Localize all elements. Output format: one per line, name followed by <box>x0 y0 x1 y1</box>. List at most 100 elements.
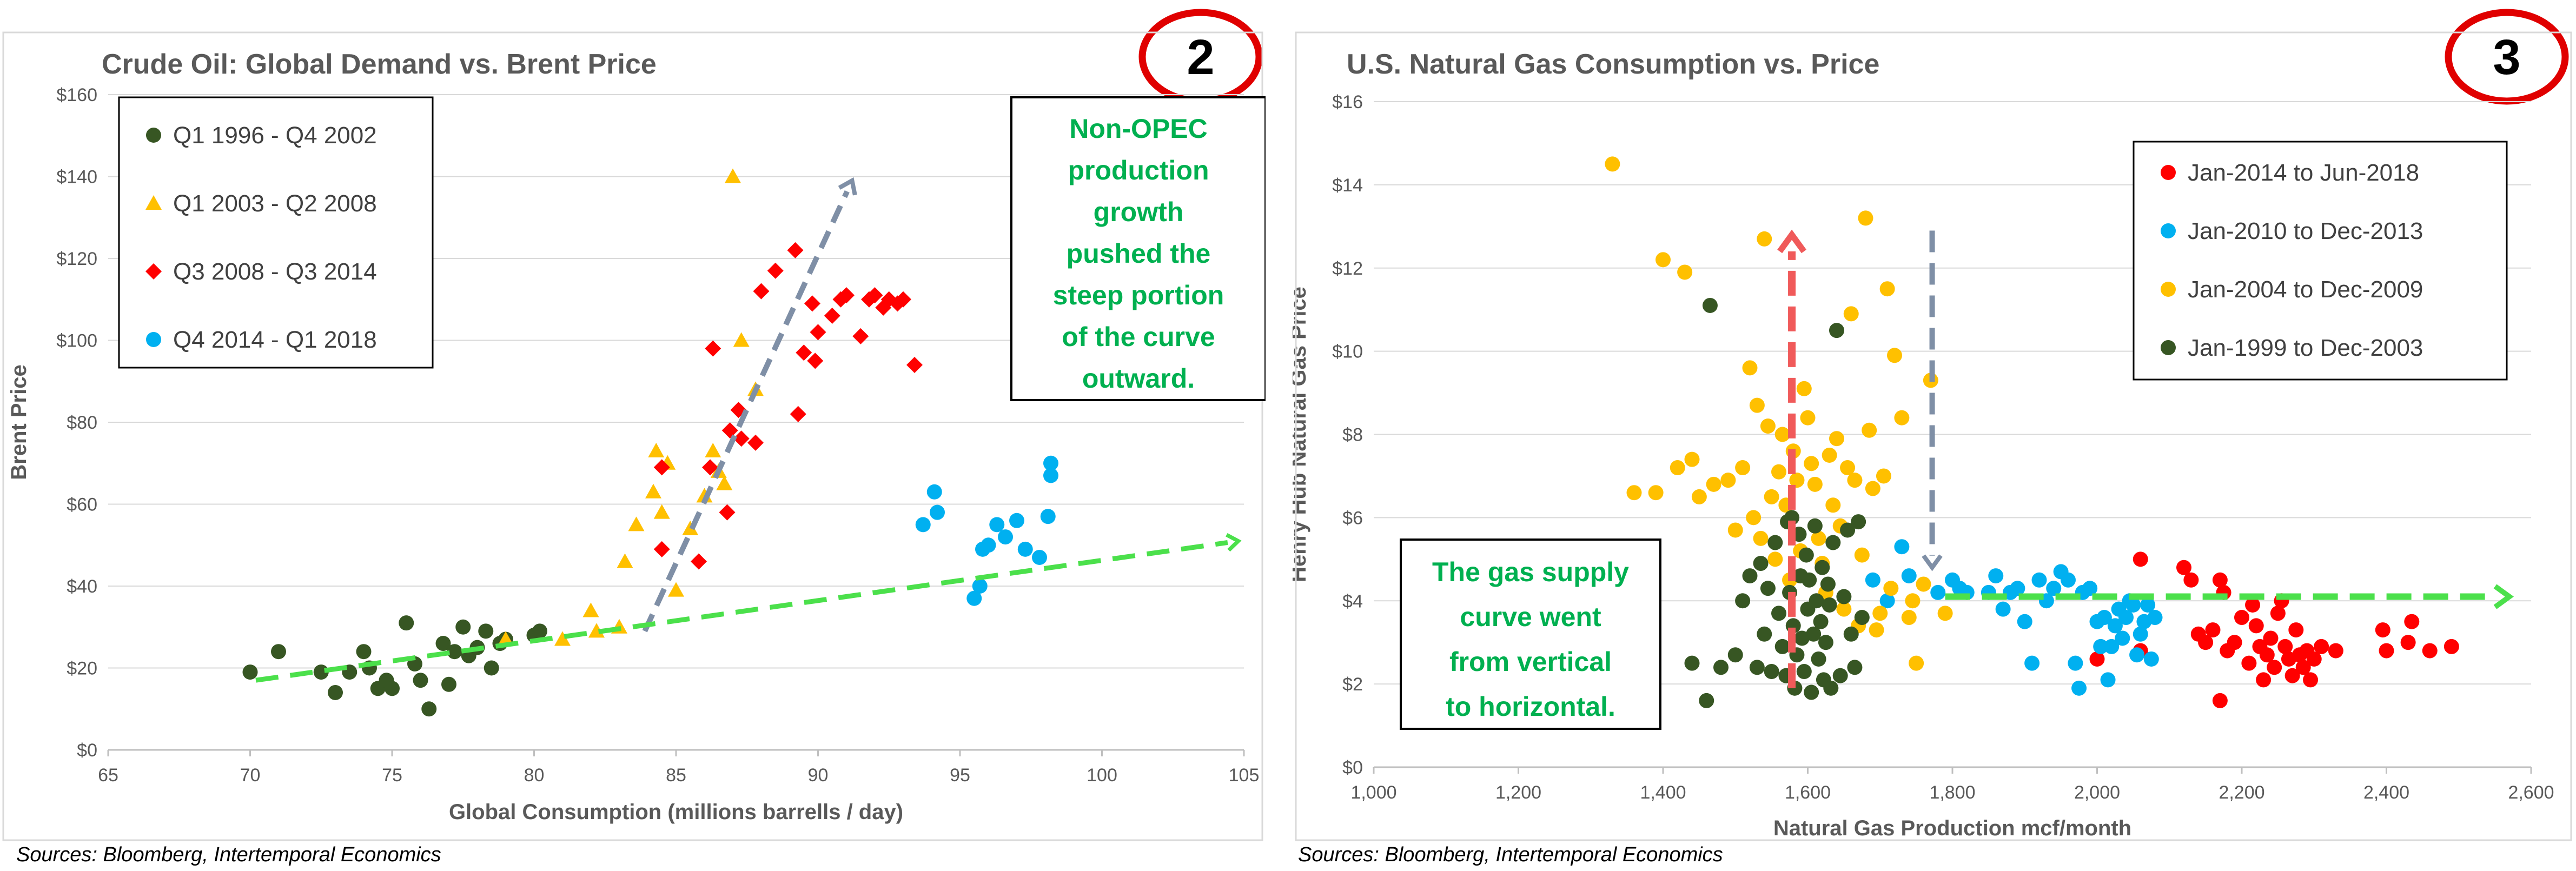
data-point <box>1843 626 1859 642</box>
data-point <box>972 579 988 594</box>
data-point <box>478 623 494 639</box>
chart-frame <box>1295 31 2572 841</box>
x-tick-label: 65 <box>98 765 118 786</box>
data-point <box>2256 672 2272 688</box>
data-point <box>2267 660 2282 675</box>
data-point <box>1832 668 1848 683</box>
y-tick-label: $40 <box>67 576 97 597</box>
data-point <box>1836 589 1852 604</box>
y-tick-label: $100 <box>56 331 97 351</box>
data-point <box>447 644 462 660</box>
data-point <box>2277 639 2293 654</box>
data-point <box>1806 626 1822 642</box>
legend-marker <box>2161 340 2176 355</box>
data-point <box>1677 264 1693 280</box>
data-point <box>2234 610 2249 626</box>
trend-arrows <box>1777 229 2514 688</box>
data-point <box>2143 651 2159 667</box>
data-point <box>733 430 750 447</box>
data-point <box>441 676 456 692</box>
data-point <box>1771 606 1786 621</box>
data-point <box>1823 680 1839 696</box>
data-point <box>1825 535 1841 550</box>
x-tick-label: 2,600 <box>2508 782 2554 803</box>
badge-number: 3 <box>2493 30 2520 85</box>
data-point <box>1995 601 2011 617</box>
data-point <box>1858 210 1873 226</box>
data-point <box>807 353 824 369</box>
x-tick-label: 1,600 <box>1785 782 1831 803</box>
series-0 <box>242 615 547 717</box>
data-point <box>1670 460 1685 476</box>
annotation-box: The gas supply curve went from vertical to … <box>1400 538 1661 730</box>
legend-label: Jan-2004 to Dec-2009 <box>2188 276 2423 303</box>
x-tick-label: 2,200 <box>2219 782 2264 803</box>
data-point <box>1901 610 1917 626</box>
x-tick-label: 105 <box>1229 765 1260 786</box>
data-point <box>1757 231 1772 247</box>
annotation-box: Non-OPEC production growth pushed the steep … <box>1010 96 1266 401</box>
annotation-line: from vertical <box>1449 647 1612 677</box>
data-point <box>1854 547 1870 563</box>
data-point <box>1774 639 1790 654</box>
data-point <box>1869 622 1884 638</box>
data-point <box>413 673 428 688</box>
data-point <box>1753 556 1769 571</box>
y-tick-label: $120 <box>56 249 97 269</box>
data-point <box>455 619 471 635</box>
legend-label: Q1 2003 - Q2 2008 <box>173 190 377 217</box>
data-point <box>668 582 684 597</box>
data-point <box>1043 468 1058 483</box>
data-point <box>1706 476 1721 492</box>
data-point <box>1713 660 1729 675</box>
legend-marker <box>146 332 161 347</box>
data-point <box>1735 460 1751 476</box>
data-point <box>1804 456 1819 471</box>
data-point <box>1811 651 1826 667</box>
y-tick-label: $80 <box>67 413 97 433</box>
badge-number: 2 <box>1187 30 1214 85</box>
data-point <box>1847 660 1863 675</box>
y-tick-label: $20 <box>67 659 97 679</box>
x-tick-label: 75 <box>382 765 402 786</box>
annotation-line: curve went <box>1460 602 1601 632</box>
legend-label: Jan-1999 to Dec-2003 <box>2188 335 2423 361</box>
series-1 <box>1865 539 2163 696</box>
data-point <box>653 541 670 557</box>
series-3 <box>1684 297 1870 708</box>
data-point <box>725 168 741 183</box>
data-point <box>767 262 784 279</box>
data-point <box>796 344 812 361</box>
data-point <box>1040 509 1056 524</box>
data-point <box>2400 635 2416 650</box>
data-point <box>2010 581 2025 596</box>
data-point <box>989 517 1005 533</box>
data-point <box>1865 481 1880 496</box>
x-tick-label: 1,000 <box>1350 782 1396 803</box>
data-point <box>2133 551 2148 567</box>
arrow-1-shaft <box>255 540 1228 683</box>
badge: 3 <box>2445 9 2569 105</box>
data-point <box>1815 560 1830 575</box>
chart-frame <box>2 31 1263 841</box>
legend-label: Jan-2014 to Jun-2018 <box>2188 159 2419 186</box>
data-point <box>2107 618 2123 634</box>
data-point <box>2270 606 2286 621</box>
data-point <box>1883 581 1899 596</box>
x-tick-label: 85 <box>666 765 686 786</box>
data-point <box>421 701 437 717</box>
data-point <box>1774 427 1790 442</box>
data-point <box>2118 610 2134 626</box>
data-point <box>617 553 633 568</box>
data-point <box>1764 664 1779 680</box>
data-point <box>2183 572 2199 588</box>
x-axis-title: Global Consumption (millions barrells / … <box>449 800 903 824</box>
data-point <box>356 644 372 660</box>
x-tick-label: 1,400 <box>1640 782 1686 803</box>
annotation-line: The gas supply <box>1432 557 1629 587</box>
y-tick-label: $60 <box>67 495 97 515</box>
data-point <box>2176 560 2191 575</box>
data-point <box>866 287 883 304</box>
badge: 2 <box>1138 9 1263 105</box>
data-point <box>1876 468 1891 484</box>
